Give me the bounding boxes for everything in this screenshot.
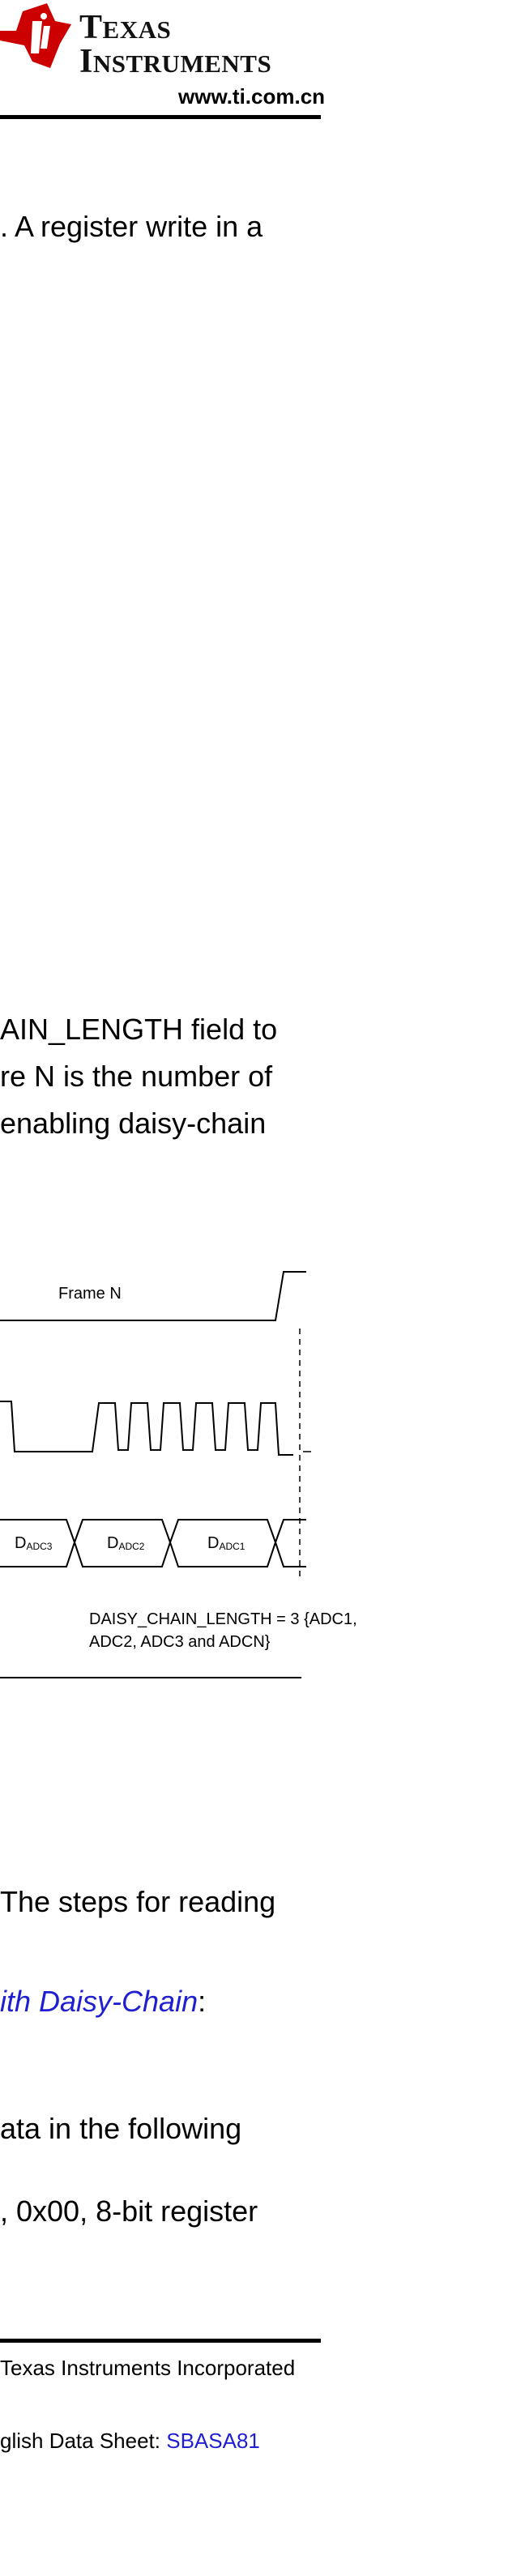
- logo-word-texas: TEXAS: [79, 9, 172, 46]
- header-url[interactable]: www.ti.com.cn: [178, 84, 326, 109]
- footer-rule: [0, 2339, 321, 2343]
- footer-english-datasheet: glish Data Sheet: SBASA81: [0, 2429, 260, 2453]
- section-link[interactable]: ith Daisy-Chain: [0, 1985, 199, 2018]
- data-cell-adc1: DADC1: [207, 1534, 245, 1552]
- body-line-8: , 0x00, 8-bit register: [0, 2194, 258, 2228]
- data-cell-adc2: DADC2: [107, 1534, 145, 1552]
- diagram-caption-line-2: ADC2, ADC3 and ADCN}: [89, 1633, 271, 1651]
- datasheet-link[interactable]: SBASA81: [166, 2429, 260, 2453]
- body-line-6: ith Daisy-Chain:: [0, 1985, 207, 2018]
- ti-logo-icon: [0, 3, 71, 68]
- body-line-1: . A register write in a: [0, 210, 263, 243]
- data-cell-adc3: DADC3: [15, 1534, 53, 1552]
- logo-word-instruments: INSTRUMENTS: [79, 43, 272, 80]
- header-rule: [0, 115, 321, 119]
- body-line-3: re N is the number of: [0, 1060, 273, 1093]
- footer-copyright: Texas Instruments Incorporated: [0, 2356, 296, 2380]
- body-line-5: The steps for reading: [0, 1885, 276, 1918]
- body-line-2: AIN_LENGTH field to: [0, 1013, 278, 1046]
- timing-waveforms: [0, 1271, 311, 1581]
- diagram-caption-line-1: DAISY_CHAIN_LENGTH = 3 {ADC1,: [89, 1610, 357, 1628]
- body-line-7: ata in the following: [0, 2112, 242, 2145]
- body-line-4: enabling daisy-chain: [0, 1107, 267, 1140]
- figure-bottom-rule: [0, 1677, 301, 1678]
- frame-label: Frame N: [58, 1285, 122, 1303]
